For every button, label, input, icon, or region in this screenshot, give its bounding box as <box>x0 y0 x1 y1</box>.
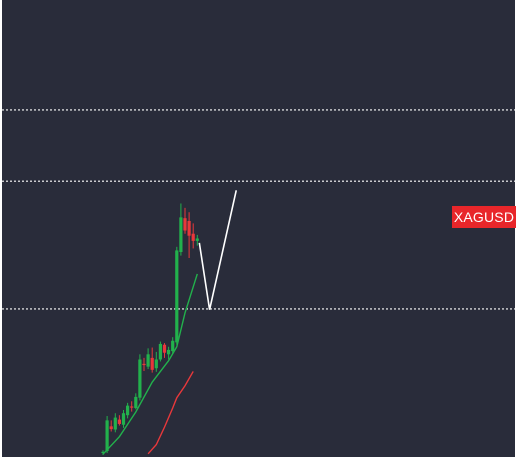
candle <box>187 212 191 258</box>
candle <box>113 413 117 433</box>
candle-body <box>142 363 146 366</box>
candle <box>109 420 113 432</box>
projection-drawing <box>198 190 238 310</box>
candle <box>167 346 171 360</box>
candle-body <box>175 250 179 343</box>
moving-average-red <box>147 371 194 455</box>
candle-body <box>179 217 183 253</box>
candle <box>195 234 199 246</box>
candle <box>154 351 158 372</box>
projection-line <box>198 190 238 310</box>
candle <box>134 393 138 410</box>
candle <box>138 354 142 401</box>
candle <box>171 337 175 354</box>
candle-body <box>183 218 187 231</box>
candle <box>146 348 150 370</box>
candle-body <box>195 238 199 241</box>
candle-body <box>121 413 126 425</box>
candle <box>150 347 154 373</box>
candle-body <box>138 359 142 398</box>
candle <box>175 246 179 345</box>
candle <box>183 207 187 234</box>
candle <box>130 401 134 412</box>
candle <box>142 357 146 372</box>
candle <box>121 410 126 428</box>
candle-body <box>167 349 171 355</box>
candle-body <box>113 417 117 430</box>
moving-average-green <box>102 273 198 455</box>
candlesticks <box>101 203 199 455</box>
candle-body <box>146 354 150 367</box>
candle <box>101 450 105 455</box>
candle-body <box>126 405 130 416</box>
moving-averages <box>102 273 198 455</box>
candle <box>162 343 167 358</box>
candle-body <box>130 406 134 408</box>
candle <box>191 223 195 249</box>
candle <box>117 415 121 426</box>
candle-body <box>105 420 109 452</box>
symbol-badge: XAGUSD <box>452 206 516 228</box>
candle-body <box>117 419 121 424</box>
candle-body <box>158 343 162 360</box>
candle-body <box>191 233 195 241</box>
horizontal-levels <box>2 109 515 310</box>
candle-body <box>150 357 154 370</box>
candle-body <box>154 359 158 369</box>
candle-body <box>187 220 191 236</box>
candle-body <box>134 396 138 409</box>
candle-body <box>109 426 113 430</box>
candle-body <box>101 451 105 454</box>
candle <box>105 415 109 454</box>
candle <box>158 341 162 362</box>
candle <box>179 203 183 256</box>
candle-body <box>162 344 167 353</box>
candle-body <box>171 340 175 352</box>
candle <box>126 402 130 419</box>
